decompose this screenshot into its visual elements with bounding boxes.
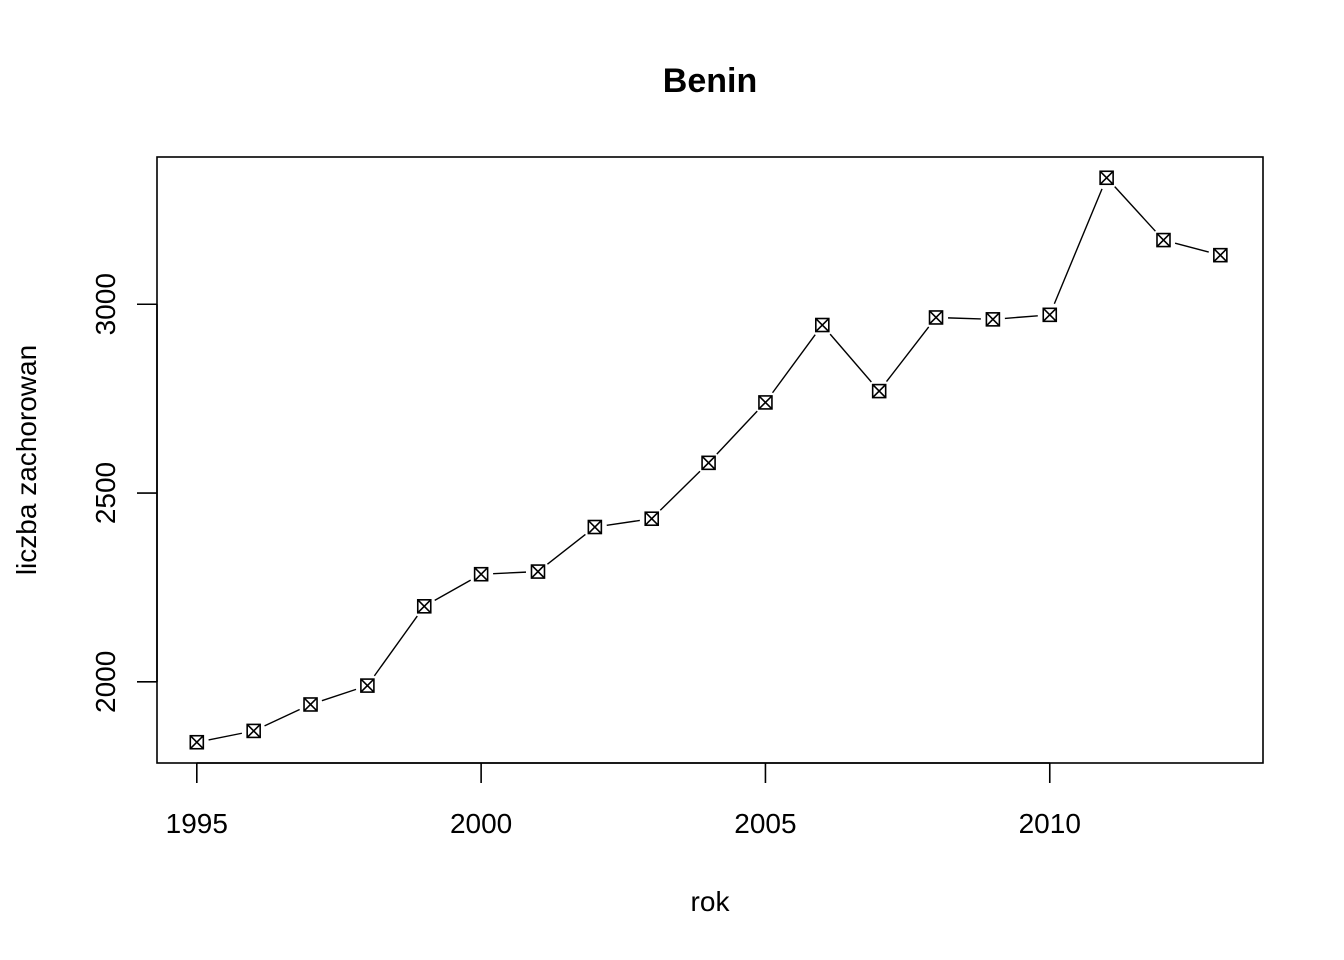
series-segment bbox=[373, 615, 418, 677]
x-tick-label: 2000 bbox=[450, 808, 512, 839]
series-points bbox=[189, 170, 1228, 750]
series-segment bbox=[1053, 188, 1103, 305]
data-point bbox=[701, 455, 716, 471]
data-point bbox=[416, 599, 432, 614]
x-axis: 1995 2000 2005 2010 bbox=[166, 762, 1081, 839]
series-segment bbox=[885, 326, 930, 383]
data-point bbox=[530, 564, 546, 579]
series-segment bbox=[948, 317, 981, 320]
series-segment bbox=[659, 470, 701, 511]
data-point bbox=[1213, 247, 1228, 263]
series-segment bbox=[606, 519, 640, 526]
series-segment bbox=[264, 708, 300, 727]
data-point bbox=[758, 395, 773, 410]
y-axis: 2000 2500 3000 bbox=[90, 273, 158, 713]
data-point bbox=[1042, 307, 1058, 323]
data-point bbox=[871, 383, 887, 399]
chart-title: Benin bbox=[663, 62, 757, 100]
x-tick-label: 2010 bbox=[1019, 808, 1081, 839]
data-point bbox=[644, 511, 660, 527]
data-point bbox=[1156, 232, 1171, 248]
data-point bbox=[189, 734, 205, 750]
series-segment bbox=[547, 533, 586, 565]
data-point bbox=[360, 678, 375, 693]
data-point bbox=[473, 566, 489, 582]
series-segment bbox=[321, 688, 357, 702]
x-tick-label: 2005 bbox=[734, 808, 796, 839]
x-tick-label: 1995 bbox=[166, 808, 228, 839]
series-segment bbox=[1174, 242, 1209, 253]
y-tick-label: 2500 bbox=[90, 462, 121, 524]
series-segment bbox=[1114, 186, 1156, 232]
y-tick-label: 3000 bbox=[90, 273, 121, 335]
series-segment bbox=[829, 333, 872, 383]
series-segment bbox=[434, 579, 472, 602]
series-segment bbox=[1004, 315, 1038, 320]
series-segment bbox=[208, 732, 243, 741]
data-point bbox=[587, 519, 603, 535]
data-point bbox=[303, 697, 318, 712]
data-point bbox=[928, 310, 944, 325]
y-tick-label: 2000 bbox=[90, 651, 121, 713]
series-segment bbox=[771, 334, 816, 394]
data-point bbox=[1099, 170, 1114, 186]
series-line bbox=[208, 186, 1209, 741]
data-point bbox=[985, 312, 1001, 327]
series-segment bbox=[716, 410, 758, 455]
y-axis-label: liczba zachorowan bbox=[11, 345, 42, 575]
series-segment bbox=[493, 571, 527, 575]
x-axis-label: rok bbox=[691, 886, 731, 917]
data-point bbox=[815, 317, 830, 333]
data-point bbox=[246, 723, 261, 739]
plot-frame bbox=[156, 156, 1264, 764]
